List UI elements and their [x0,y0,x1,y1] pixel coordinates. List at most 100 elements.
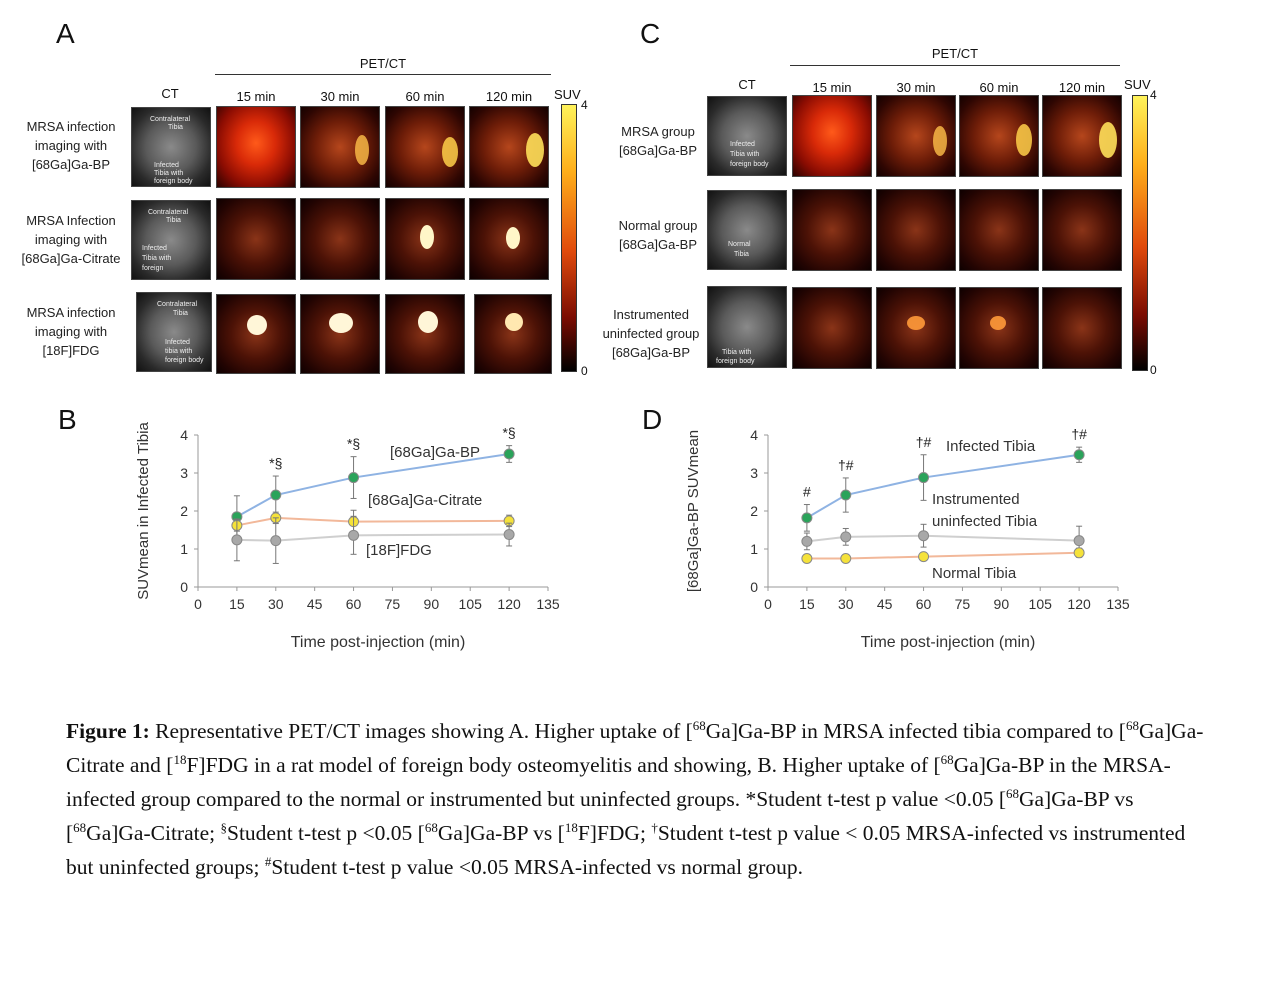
panel-c-row2-pet-30 [876,189,956,271]
panel-a-row3-pet-60 [385,294,465,374]
ct-label: Tibia [168,124,183,131]
panel-c-row1-pet-60 [959,95,1039,177]
x-tick-label: 90 [994,596,1010,612]
ct-label: Contralateral [150,116,191,123]
panel-a-suv-max: 4 [581,98,588,112]
series-line [236,516,510,527]
ct-label: foreign body [165,357,204,364]
ct-label: Tibia [173,310,188,317]
panel-c-row1-pet-120 [1042,95,1122,177]
series-line [806,551,1080,560]
ct-label: foreign body [716,358,755,365]
panel-c-suv-max: 4 [1150,88,1157,102]
significance-marker: *§ [502,425,515,441]
panel-a-col-60: 60 min [405,89,445,104]
panel-a-row3-pet-120 [474,294,552,374]
data-point [231,534,243,546]
figure-caption: Figure 1: Representative PET/CT images s… [66,717,1204,879]
ct-label: foreign body [154,178,193,185]
panel-c-row2-label: Normal group [68Ga]Ga-BP [600,216,716,254]
ct-label: Infected [154,162,179,169]
x-tick-label: 60 [346,596,362,612]
panel-a-row2-pet-15 [216,198,296,280]
panel-a-row1-pet-15 [216,106,296,188]
y-tick-label: 4 [750,427,758,443]
chart-d: 0 1 2 3 4 0 15 30 45 60 75 90 105 120 135 Time post-inj… [685,426,1130,651]
ct-label: Tibia [734,251,749,258]
y-axis-label: SUVmean in Infected Tibia [135,422,152,600]
ct-label: foreign [142,265,164,272]
panel-a-row3-pet-15 [216,294,296,374]
ct-label: Tibia with [722,349,752,356]
ct-label: Tibia [166,217,181,224]
chart-b: 0 1 2 3 4 0 15 30 45 60 75 90 105 120 135 Time post-inj… [135,422,560,651]
panel-c-letter: C [640,18,661,49]
panel-a-suv-label: SUV [554,87,581,102]
panel-c-row3-line3: [68Ga]Ga-BP [611,345,691,360]
data-point [1073,535,1085,547]
y-tick-label: 1 [750,541,758,557]
data-point [840,489,852,501]
series-line [236,453,510,518]
panel-c-col-120: 120 min [1058,80,1106,95]
panel-a-row3-ct-image: Contralateral Tibia Infected tibia with … [136,292,212,372]
panel-a-row2-pet-120 [469,198,549,280]
panel-c-row1-line1: MRSA group [621,124,695,139]
y-tick-label: 2 [750,503,758,519]
panel-c-row3-line1: Instrumented [613,307,689,322]
panel-c-suv-label: SUV [1124,77,1151,92]
panel-a-row1-line1: MRSA infection [26,119,116,134]
x-tick-label: 60 [916,596,932,612]
data-point [348,529,360,541]
hotspot [505,313,523,331]
significance-marker: # [803,484,811,500]
panel-c-row3-pet-15 [792,287,872,369]
series-label: [68Ga]Ga-Citrate [368,492,482,509]
x-tick-label: 105 [459,596,483,612]
panel-c-row2-pet-15 [792,189,872,271]
panel-c-petct-header: PET/CT [931,46,979,61]
y-tick-label: 0 [750,579,758,595]
significance-marker: *§ [269,455,282,471]
significance-marker: †# [838,457,854,473]
series-line [806,534,1080,543]
hotspot [933,126,947,156]
y-tick-label: 3 [180,465,188,481]
data-point [801,512,813,524]
panel-a-row2-ct-image: Contralateral Tibia Infected Tibia with … [131,200,211,280]
ct-label: Contralateral [148,209,189,216]
hotspot [907,316,925,330]
panel-a-col-120: 120 min [485,89,533,104]
data-point [503,448,515,460]
panel-a-row2-pet-60 [385,198,465,280]
ct-label: Infected [165,339,190,346]
x-tick-label: 45 [877,596,893,612]
panel-c-row2-line1: Normal group [618,218,698,233]
data-point [918,551,930,563]
panel-a-row3-line1: MRSA infection [26,305,116,320]
panel-c-row1-pet-30 [876,95,956,177]
panel-a-ct-header: CT [161,86,179,101]
x-tick-label: 0 [194,596,202,612]
data-point [503,529,515,541]
panel-c-row2-ct-image: Normal Tibia [707,190,787,270]
panel-a-header-rule [215,74,551,75]
hotspot [418,311,438,333]
x-tick-label: 120 [497,596,521,612]
x-tick-label: 30 [268,596,284,612]
panel-c-row3-label: Instrumented uninfected group [68Ga]Ga-B… [586,305,716,362]
ct-label: Tibia with [730,151,760,158]
hotspot [506,227,520,249]
series-label: [68Ga]Ga-BP [390,444,480,461]
panel-c-row1-label: MRSA group [68Ga]Ga-BP [600,122,716,160]
ct-label: Contralateral [157,301,198,308]
ct-label: foreign body [730,161,769,168]
panel-c-row1-line2: [68Ga]Ga-BP [618,143,698,158]
hotspot [990,316,1006,330]
panel-a-row1-line3: [68Ga]Ga-BP [31,157,111,172]
x-tick-label: 135 [1106,596,1130,612]
panel-a-col-15: 15 min [236,89,276,104]
data-point [840,553,852,564]
panel-b-letter: B [58,404,77,435]
significance-marker: *§ [347,436,360,452]
